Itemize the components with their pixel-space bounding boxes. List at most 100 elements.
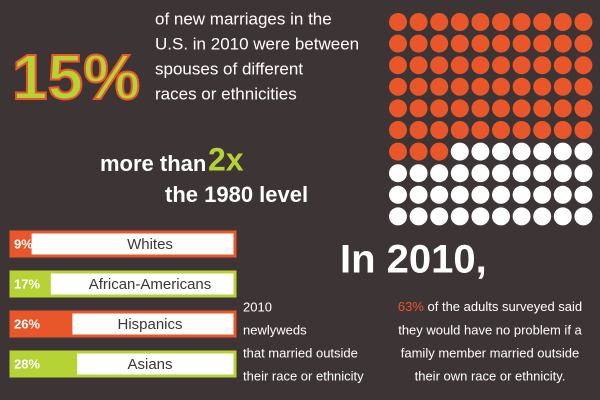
waffle-dot — [512, 164, 531, 183]
survey-heading: In 2010, — [340, 238, 487, 282]
bar-value-label: 28% — [14, 356, 40, 371]
waffle-dot — [533, 13, 552, 31]
waffle-dot — [553, 99, 572, 118]
waffle-dot — [430, 207, 449, 226]
waffle-dot — [492, 164, 510, 183]
waffle-dot — [409, 77, 428, 96]
headline-line: spouses of different — [155, 59, 303, 78]
waffle-dot — [492, 121, 510, 139]
bar-category: Hispanics — [117, 316, 182, 333]
waffle-dot — [430, 164, 449, 183]
waffle-dot — [409, 207, 428, 226]
waffle-dot — [409, 121, 428, 139]
survey-figure: 63% — [398, 299, 424, 314]
waffle-dot — [389, 34, 407, 53]
waffle-dot — [492, 13, 510, 31]
waffle-dot — [533, 56, 552, 75]
waffle-dot — [574, 56, 593, 75]
comparison-prefix: more than — [100, 151, 206, 176]
bar — [10, 351, 78, 377]
waffle-dot — [492, 77, 510, 96]
waffle-dot — [574, 34, 593, 53]
waffle-dot — [430, 56, 449, 75]
waffle-dot — [492, 99, 510, 118]
waffle-dot — [492, 34, 510, 53]
waffle-dot — [389, 77, 407, 96]
waffle-dot — [450, 34, 469, 53]
waffle-dot — [409, 13, 428, 31]
bar — [10, 231, 32, 257]
waffle-dot — [533, 185, 552, 204]
waffle-dot — [512, 13, 531, 31]
waffle-dot — [389, 142, 407, 161]
waffle-dot — [430, 13, 449, 31]
waffle-dot — [450, 56, 469, 75]
waffle-dot — [574, 13, 593, 31]
waffle-dot — [492, 56, 510, 75]
waffle-dot — [533, 34, 552, 53]
waffle-dot — [553, 77, 572, 96]
waffle-dot — [471, 34, 490, 53]
waffle-dot — [471, 164, 490, 183]
waffle-dot — [533, 121, 552, 139]
waffle-dot — [553, 207, 572, 226]
survey-line: their own race or ethnicity. — [415, 368, 566, 383]
waffle-dot — [430, 77, 449, 96]
bar — [10, 271, 51, 297]
waffle-dot — [574, 142, 593, 161]
waffle-dot — [471, 207, 490, 226]
waffle-dot — [409, 99, 428, 118]
survey-line: they would have no problem if a — [398, 322, 582, 337]
waffle-dot — [553, 164, 572, 183]
survey-text: of the adults surveyed said — [428, 299, 583, 314]
waffle-dot — [553, 142, 572, 161]
waffle-dot — [430, 185, 449, 204]
waffle-dot — [574, 164, 593, 183]
waffle-dot — [409, 164, 428, 183]
waffle-dot — [512, 142, 531, 161]
waffle-dot — [389, 13, 407, 31]
waffle-dot — [553, 34, 572, 53]
waffle-dot — [574, 121, 593, 139]
waffle-dot — [389, 164, 407, 183]
waffle-dot — [512, 207, 531, 226]
waffle-dot — [574, 99, 593, 118]
comparison-suffix: the 1980 level — [165, 182, 308, 207]
waffle-dot — [553, 121, 572, 139]
waffle-dot — [450, 142, 469, 161]
bar — [10, 311, 73, 337]
waffle-dot — [533, 77, 552, 96]
waffle-dot — [512, 121, 531, 139]
waffle-dot — [553, 185, 572, 204]
waffle-dot — [471, 13, 490, 31]
waffle-dot — [492, 207, 510, 226]
headline-line: races or ethnicities — [155, 84, 297, 103]
waffle-dot — [512, 56, 531, 75]
waffle-dot — [533, 142, 552, 161]
waffle-dot — [409, 185, 428, 204]
caption-line: their race or ethnicity — [243, 368, 364, 383]
waffle-dot — [409, 142, 428, 161]
waffle-dot — [574, 185, 593, 204]
waffle-dot — [450, 121, 469, 139]
caption-line: newlyweds — [243, 322, 307, 337]
bar-category: African-Americans — [89, 276, 212, 293]
waffle-dot — [512, 185, 531, 204]
waffle-dot — [430, 121, 449, 139]
waffle-dot — [471, 77, 490, 96]
waffle-dot — [512, 77, 531, 96]
waffle-dot — [450, 164, 469, 183]
headline-line: of new marriages in the — [155, 9, 332, 28]
comparison-multiplier: 2x — [208, 141, 244, 177]
waffle-dot — [533, 207, 552, 226]
waffle-dot — [574, 207, 593, 226]
waffle-dot — [389, 185, 407, 204]
waffle-dot — [450, 207, 469, 226]
caption-line: that married outside — [243, 345, 358, 360]
waffle-dot — [430, 142, 449, 161]
waffle-dot — [471, 185, 490, 204]
waffle-dot — [471, 99, 490, 118]
waffle-dot — [492, 142, 510, 161]
waffle-dot — [450, 77, 469, 96]
